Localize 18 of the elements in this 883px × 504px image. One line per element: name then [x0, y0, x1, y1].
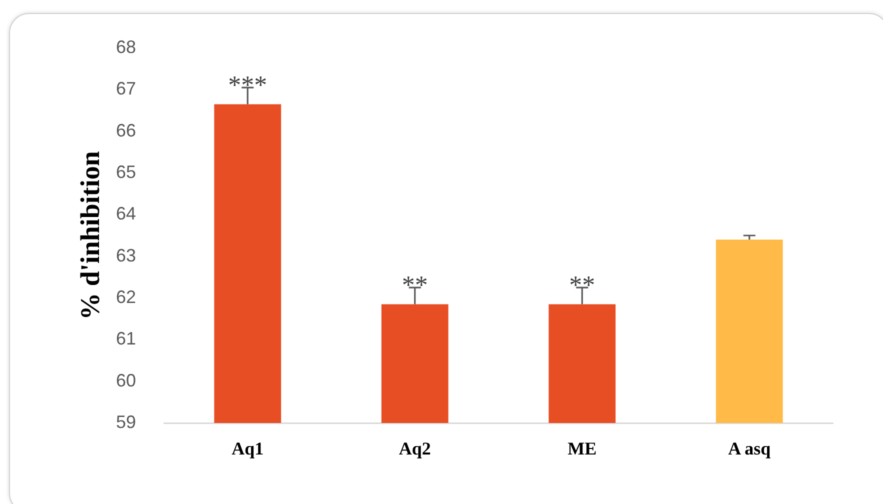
annotation: ***: [228, 70, 268, 100]
annotation: **: [402, 270, 428, 300]
annotation: **: [569, 270, 596, 300]
y-tick-label: 66: [116, 120, 136, 140]
y-tick-label: 68: [116, 36, 136, 57]
y-tick-label: 59: [116, 412, 136, 432]
x-tick-label: Aq1: [232, 438, 264, 458]
x-tick-label: A asq: [728, 438, 771, 458]
y-tick-label: 67: [116, 78, 136, 99]
y-tick-label: 62: [116, 286, 136, 307]
y-tick-label: 65: [116, 162, 136, 182]
x-tick-label: ME: [568, 438, 597, 458]
y-tick-label: 60: [116, 370, 136, 390]
y-axis-title: % d'inhibition: [75, 151, 106, 320]
y-tick-label: 64: [116, 204, 136, 224]
y-tick-label: 61: [116, 328, 136, 349]
y-tick-label: 63: [116, 245, 136, 266]
x-tick-label: Aq2: [398, 438, 431, 458]
